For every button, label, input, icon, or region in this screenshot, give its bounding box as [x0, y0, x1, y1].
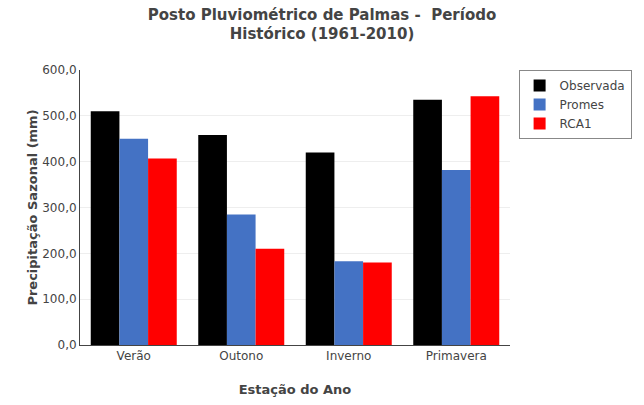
- svg-text:Verão: Verão: [117, 349, 151, 363]
- svg-text:Observada: Observada: [560, 79, 625, 93]
- svg-text:Outono: Outono: [219, 349, 263, 363]
- svg-text:500,0: 500,0: [42, 109, 76, 123]
- svg-text:400,0: 400,0: [42, 155, 76, 169]
- svg-text:600,0: 600,0: [42, 63, 76, 77]
- svg-text:Promes: Promes: [560, 98, 604, 112]
- svg-text:Precipitação Sazonal (mm): Precipitação Sazonal (mm): [25, 109, 40, 305]
- svg-text:200,0: 200,0: [42, 247, 76, 261]
- svg-text:Posto Pluviométrico de Palmas: Posto Pluviométrico de Palmas - PeríodoH…: [148, 6, 497, 44]
- svg-text:RCA1: RCA1: [560, 117, 592, 131]
- svg-text:Primavera: Primavera: [426, 349, 487, 363]
- svg-text:Estação do Ano: Estação do Ano: [239, 382, 352, 397]
- svg-text:0,0: 0,0: [58, 338, 77, 352]
- svg-text:Inverno: Inverno: [326, 349, 371, 363]
- svg-text:300,0: 300,0: [42, 201, 76, 215]
- svg-text:100,0: 100,0: [42, 292, 76, 306]
